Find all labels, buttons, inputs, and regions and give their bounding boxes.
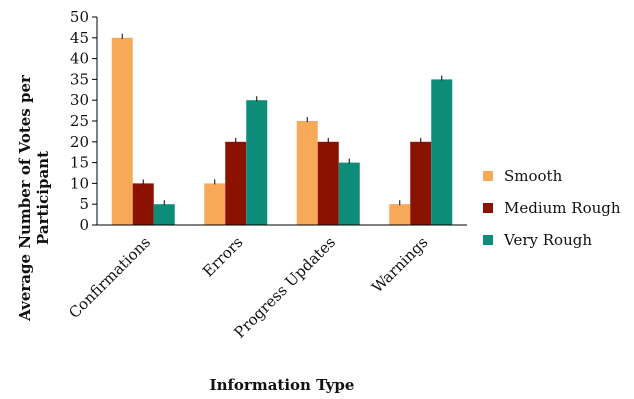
y-tick-label: 50 [70,8,89,26]
y-tick-label: 30 [70,91,89,109]
y-axis-title-line-1: Average Number of Votes per [16,74,34,322]
legend: Smooth Medium Rough Very Rough [483,167,621,249]
bars-group [111,37,453,226]
bar-very-rough [431,79,453,226]
y-tick-label: 35 [70,70,89,88]
x-category-label: Progress Updates [231,233,340,342]
legend-label: Medium Rough [504,199,621,217]
x-axis-title: Information Type [210,376,355,394]
bar-very-rough [246,100,268,225]
bar-smooth [204,183,226,225]
bar-smooth [111,37,133,225]
y-axis-ticks: 0 5 10 15 20 25 30 35 40 45 50 [70,8,97,234]
legend-swatch [483,203,493,213]
legend-label: Smooth [504,167,563,185]
y-tick-label: 40 [70,50,89,68]
x-category-label: Errors [199,233,247,281]
y-tick-label: 10 [70,174,89,192]
bar-smooth [389,204,411,225]
bar-medium-rough [132,183,154,225]
error-bars-group [121,33,443,206]
x-category-label: Confirmations [65,233,154,322]
bar-medium-rough [317,141,339,225]
y-tick-label: 45 [70,29,89,47]
y-tick-label: 0 [79,216,89,234]
y-tick-label: 15 [70,154,89,172]
y-axis-title-line-2: Participant [34,151,52,245]
x-category-label: Warnings [368,233,431,296]
bar-medium-rough [410,141,432,225]
y-tick-label: 20 [70,133,89,151]
legend-label: Very Rough [503,231,592,249]
legend-swatch [483,171,493,181]
bar-medium-rough [225,141,247,225]
y-tick-label: 25 [70,112,89,130]
bar-very-rough [153,204,175,225]
bar-smooth [296,121,318,225]
legend-swatch [483,235,493,245]
y-tick-label: 5 [79,195,89,213]
bar-very-rough [338,162,360,225]
